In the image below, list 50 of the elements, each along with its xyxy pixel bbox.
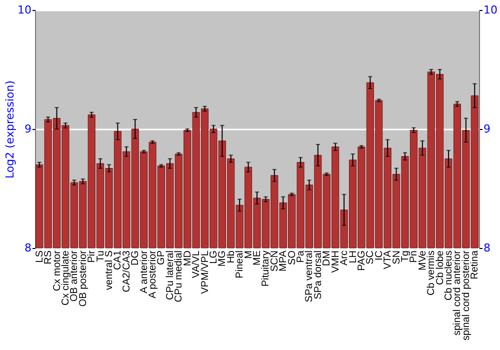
x-tick-label: SCN [269,250,280,272]
x-tick-label: CPu medial [174,250,185,302]
x-tick-label: IC [374,250,385,260]
x-tick-label: ME [252,250,263,266]
x-tick-label: OB posterior [78,250,89,307]
x-tick-label: OB anterior [69,250,80,302]
y-tick-label: 10 [18,4,32,16]
y2-tick-label: 8 [484,242,490,254]
y-tick-label: 8 [24,242,32,254]
y-axis-title: Log2 (expression) [4,80,17,179]
x-tick-label: Tg [400,250,411,262]
x-tick-label: GP [156,250,168,265]
x-tick-label: SPa dorsal [312,250,324,300]
x-tick-label: CA2/CA3 [121,250,132,292]
x-tick-label: Pituitary [260,250,272,287]
x-tick-label: ventral S [104,250,115,290]
y2-tick-label: 9 [484,122,490,136]
x-tick-label: Pir [86,250,98,263]
x-tick-label: Tu [95,250,106,262]
x-tick-label: DG [130,250,142,266]
y-tick-label: 9 [24,122,32,136]
x-tick-label: CA1 [112,250,124,270]
x-tick-label: LS [34,250,46,263]
x-tick-label: Cb lobe [434,250,446,285]
x-tick-label: VMH [330,250,342,273]
x-tick-label: Pineal [234,250,246,278]
x-tick-label: SC [365,250,376,264]
x-tick-label: spinal cord anterior [452,250,464,336]
x-tick-label: SO [286,250,298,265]
x-tick-label: Hb [226,250,237,264]
x-tick-label: LG [208,250,220,264]
x-tick-label: Pn [408,250,420,263]
x-tick-label: MPA [278,250,290,272]
y2-tick-label: 10 [484,4,498,16]
x-tick-label: SN [391,250,402,264]
x-tick-label: M [243,250,254,259]
x-tick-label: Retina [470,250,481,280]
x-tick-label: spinal cord posterior [460,250,472,341]
x-tick-label: VTA [382,250,394,270]
x-tick-label: PAG [356,250,368,271]
x-tick-label: LH [348,250,359,264]
x-tick-label: A posterior [148,250,159,298]
x-tick-label: MVe [417,250,428,271]
x-tick-label: DM [322,250,333,266]
x-tick-label: A anterior [138,250,150,294]
x-tick-label: CPu lateral [164,250,176,300]
x-tick-label: VPM/VPL [200,250,211,294]
x-tick-label: Arc [339,250,350,266]
x-tick-label: RS [43,250,54,264]
x-tick-label: Cx cingulate [60,250,72,306]
